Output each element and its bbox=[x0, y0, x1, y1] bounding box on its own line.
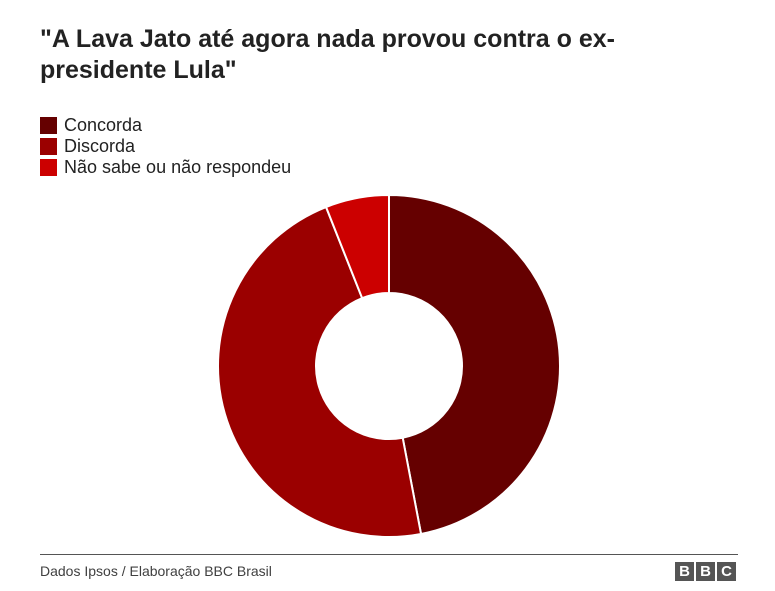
donut-slice-3 bbox=[324, 193, 390, 300]
legend-label: Discorda bbox=[64, 136, 136, 156]
legend-swatch bbox=[40, 138, 57, 155]
legend-label: Concorda bbox=[64, 115, 143, 135]
legend-label: Não sabe ou não respondeu bbox=[64, 157, 292, 177]
legend-item-nao-sabe: Não sabe ou não respondeu bbox=[40, 157, 291, 178]
bbc-logo: B B C bbox=[675, 562, 736, 581]
logo-letter: B bbox=[675, 562, 694, 581]
donut-slice-1 bbox=[388, 193, 561, 536]
source-note: Dados Ipsos / Elaboração BBC Brasil bbox=[40, 563, 272, 579]
legend-item-discorda: Discorda bbox=[40, 136, 291, 157]
legend-item-concorda: Concorda bbox=[40, 115, 291, 136]
legend: Concorda Discorda Não sabe ou não respon… bbox=[40, 115, 291, 178]
footer-divider bbox=[40, 554, 738, 555]
chart-title: "A Lava Jato até agora nada provou contr… bbox=[40, 25, 615, 84]
legend-swatch bbox=[40, 117, 57, 134]
logo-letter: B bbox=[696, 562, 715, 581]
logo-letter: C bbox=[717, 562, 736, 581]
legend-swatch bbox=[40, 159, 57, 176]
donut-slice-2 bbox=[217, 205, 423, 538]
